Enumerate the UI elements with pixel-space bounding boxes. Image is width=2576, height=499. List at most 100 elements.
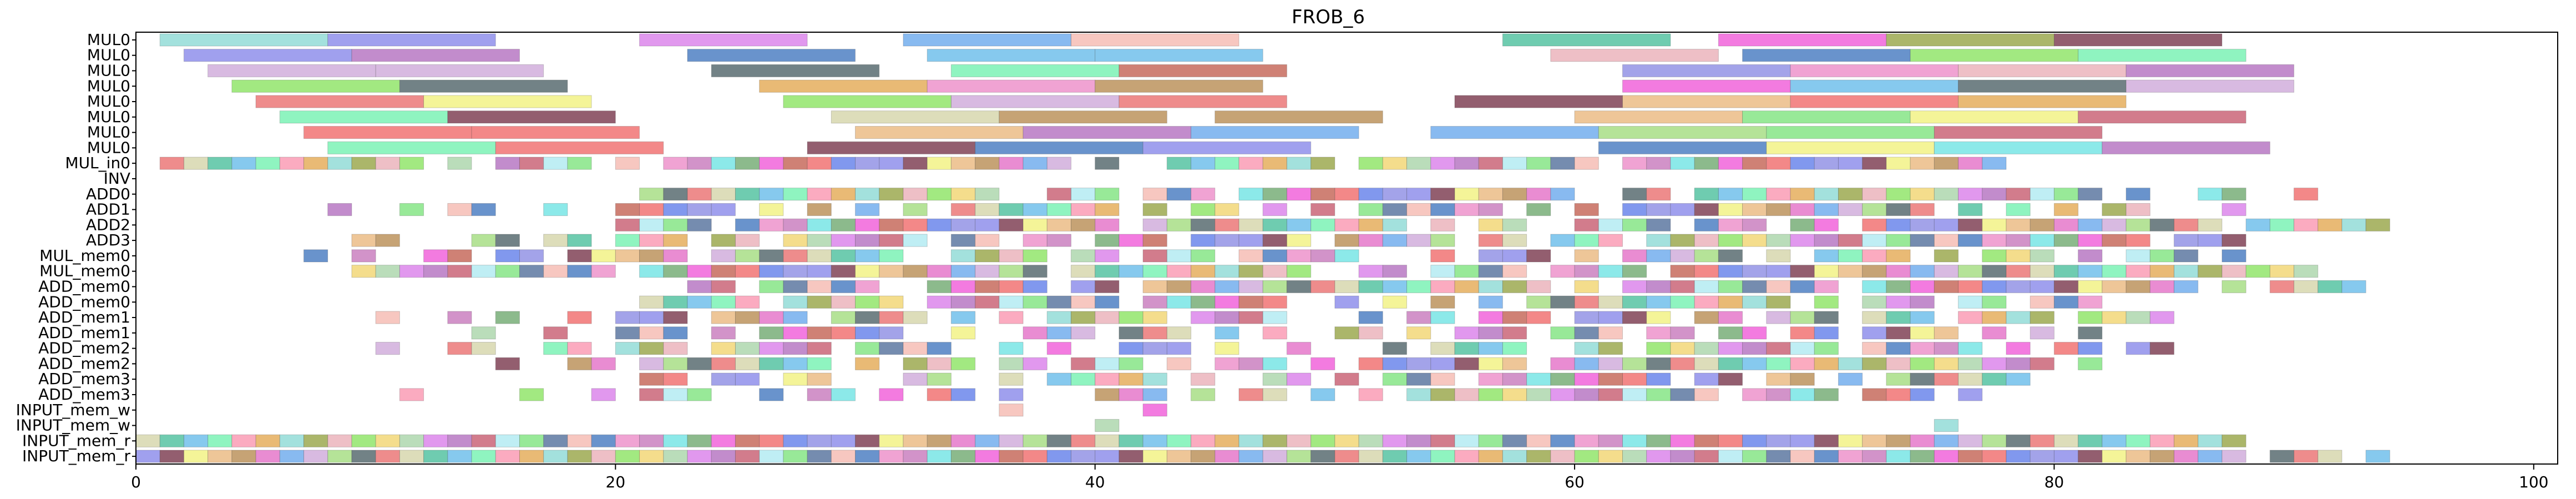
task-cell — [1262, 450, 1287, 463]
task-cell — [2006, 249, 2031, 263]
task-bar — [1550, 49, 1719, 62]
task-cell — [1694, 372, 1719, 386]
task-cell — [1070, 295, 1096, 309]
y-tick-label: ADD_mem2 — [38, 339, 130, 357]
y-tick-label: ADD2 — [86, 215, 130, 234]
task-cell — [2078, 450, 2103, 463]
task-cell — [2221, 265, 2246, 278]
task-cell — [519, 265, 544, 278]
task-cell — [1310, 188, 1335, 201]
task-cell — [1574, 450, 1599, 463]
task-cell — [2221, 249, 2246, 263]
task-bar — [327, 141, 496, 155]
task-cell — [2102, 280, 2127, 294]
task-cell — [1166, 357, 1192, 371]
task-cell — [1023, 280, 1047, 294]
task-cell — [1766, 234, 1791, 247]
task-cell — [1526, 249, 1551, 263]
task-cell — [1286, 265, 1312, 278]
task-cell — [759, 326, 784, 340]
task-bar — [1142, 141, 1312, 155]
task-bar — [1622, 95, 1791, 108]
task-cell — [255, 450, 280, 463]
task-cell — [950, 295, 976, 309]
task-cell — [1191, 295, 1216, 309]
task-cell — [1838, 265, 1863, 278]
task-cell — [1191, 434, 1216, 447]
task-cell — [375, 434, 400, 447]
task-cell — [567, 265, 592, 278]
task-cell — [615, 326, 640, 340]
task-cell — [1382, 450, 1408, 463]
task-cell — [1382, 234, 1408, 247]
task-cell — [2006, 234, 2031, 247]
task-cell — [1070, 357, 1096, 371]
task-cell — [567, 311, 592, 324]
task-cell — [807, 218, 832, 231]
task-cell — [711, 203, 736, 216]
task-cell — [1910, 157, 1935, 170]
task-bar — [1191, 125, 1359, 139]
task-cell — [687, 188, 712, 201]
task-cell — [1526, 450, 1551, 463]
task-cell — [2102, 450, 2127, 463]
task-cell — [1742, 388, 1767, 401]
task-cell — [567, 357, 592, 371]
task-cell — [1790, 388, 1815, 401]
task-cell — [903, 234, 928, 247]
task-cell — [1766, 295, 1791, 309]
task-cell — [1958, 450, 1983, 463]
task-cell — [1814, 388, 1839, 401]
task-cell — [1046, 311, 1071, 324]
task-cell — [1070, 249, 1096, 263]
task-cell — [1886, 203, 1911, 216]
task-cell — [999, 295, 1024, 309]
task-cell — [783, 311, 808, 324]
task-cell — [903, 311, 928, 324]
task-cell — [447, 249, 472, 263]
task-cell — [1238, 280, 1263, 294]
task-cell — [999, 280, 1024, 294]
task-cell — [183, 157, 209, 170]
task-cell — [1070, 434, 1096, 447]
task-cell — [1790, 234, 1815, 247]
task-cell — [1598, 311, 1623, 324]
task-cell — [279, 157, 305, 170]
task-cell — [1934, 372, 1959, 386]
task-bar — [1502, 33, 1671, 47]
task-cell — [591, 249, 616, 263]
task-cell — [543, 234, 568, 247]
task-cell — [1478, 434, 1503, 447]
task-cell — [663, 357, 688, 371]
task-cell — [1694, 280, 1719, 294]
task-cell — [1574, 157, 1599, 170]
task-cell — [1070, 280, 1096, 294]
task-cell — [1670, 249, 1695, 263]
task-cell — [1646, 434, 1671, 447]
task-bar — [1790, 95, 1959, 108]
y-tick-label: MUL0 — [87, 123, 130, 142]
task-cell — [1598, 357, 1623, 371]
task-cell — [1814, 341, 1839, 355]
task-cell — [1934, 341, 1959, 355]
task-cell — [639, 450, 664, 463]
task-cell — [447, 203, 472, 216]
task-cell — [1262, 203, 1287, 216]
task-cell — [759, 249, 784, 263]
task-cell — [1070, 188, 1096, 201]
task-cell — [903, 357, 928, 371]
task-cell — [351, 249, 376, 263]
task-cell — [950, 157, 976, 170]
task-cell — [735, 434, 760, 447]
task-cell — [783, 157, 808, 170]
task-cell — [1646, 326, 1671, 340]
task-bar — [950, 95, 1120, 108]
task-cell — [1550, 372, 1575, 386]
task-cell — [639, 188, 664, 201]
task-cell — [1526, 372, 1551, 386]
task-cell — [1286, 234, 1312, 247]
task-cell — [1646, 218, 1671, 231]
task-cell — [2221, 234, 2246, 247]
task-cell — [903, 450, 928, 463]
task-cell — [1958, 388, 1983, 401]
